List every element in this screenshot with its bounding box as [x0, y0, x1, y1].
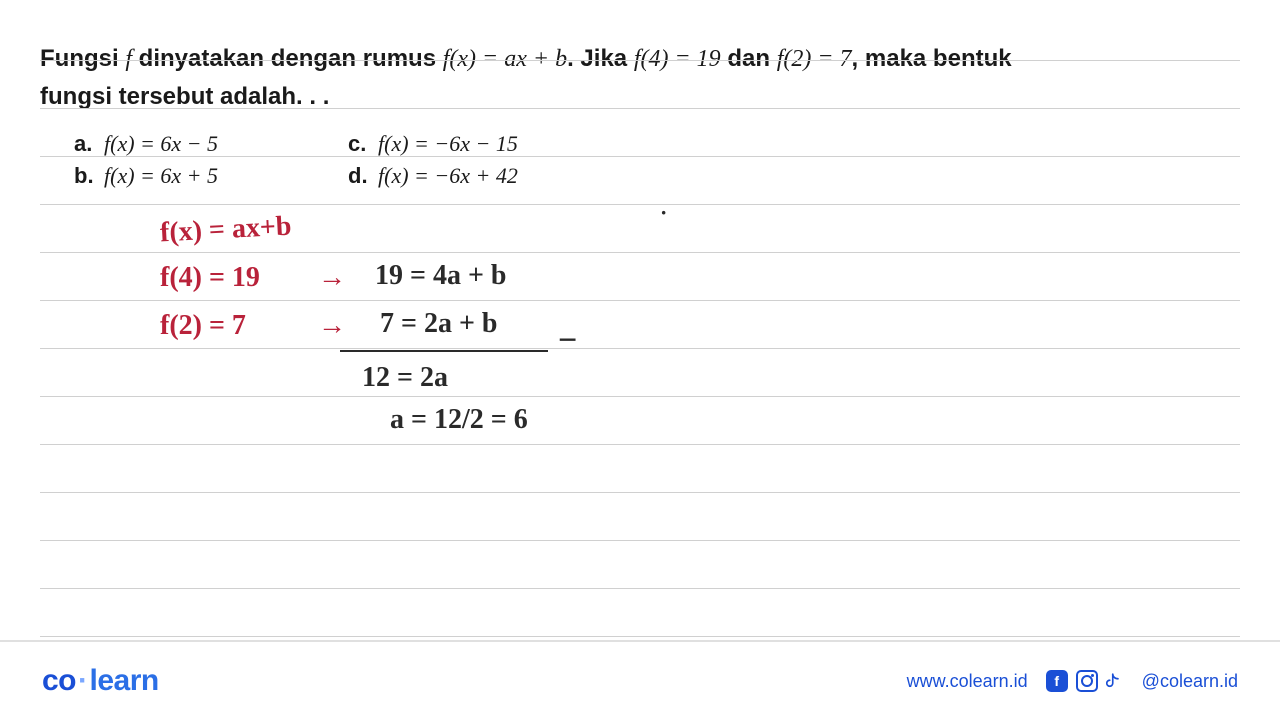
colearn-logo: co·learn: [42, 664, 159, 698]
page-root: Fungsi f dinyatakan dengan rumus f(x) = …: [0, 0, 1280, 720]
q-formula: f(2) = 7: [777, 46, 852, 72]
option-text: f(x) = −6x + 42: [378, 163, 518, 189]
option-text: f(x) = 6x + 5: [104, 163, 218, 189]
option-d[interactable]: d. f(x) = −6x + 42: [348, 163, 518, 189]
tiktok-icon[interactable]: [1106, 670, 1124, 692]
q-formula: f(x) = ax + b: [443, 46, 567, 72]
option-text: f(x) = 6x − 5: [104, 131, 218, 157]
handwritten-text: f(x) = ax+b: [159, 211, 292, 250]
logo-text: learn: [90, 664, 159, 697]
rule-line: [40, 348, 1240, 349]
option-row: b. f(x) = 6x + 5 d. f(x) = −6x + 42: [74, 163, 1240, 189]
facebook-icon[interactable]: f: [1046, 670, 1068, 692]
rule-line: [40, 204, 1240, 205]
option-a[interactable]: a. f(x) = 6x − 5: [74, 131, 218, 157]
rule-line: [40, 636, 1240, 637]
q-formula: f(4) = 19: [634, 46, 721, 72]
handwritten-text: ·: [660, 200, 667, 226]
logo-text: co: [42, 664, 76, 697]
rule-line: [40, 300, 1240, 301]
handwritten-text: f(4) = 19: [160, 262, 260, 294]
handwritten-text: a = 12/2 = 6: [390, 404, 528, 436]
instagram-icon[interactable]: [1076, 670, 1098, 692]
option-c[interactable]: c. f(x) = −6x − 15: [348, 131, 518, 157]
option-letter: a.: [74, 131, 96, 157]
option-b[interactable]: b. f(x) = 6x + 5: [74, 163, 218, 189]
option-letter: c.: [348, 131, 370, 157]
footer-bar: co·learn www.colearn.id f @colearn.id: [0, 640, 1280, 720]
footer-url[interactable]: www.colearn.id: [907, 671, 1028, 692]
rule-line: [40, 108, 1240, 109]
handwritten-text: 7 = 2a + b: [380, 308, 497, 340]
q-text: dinyatakan dengan rumus: [132, 45, 443, 72]
q-text: , maka bentuk: [852, 45, 1012, 72]
q-var-f: f: [125, 46, 132, 72]
q-text: . Jika: [567, 45, 634, 72]
rule-line: [40, 60, 1240, 61]
handwritten-underline: [340, 350, 548, 352]
question-block: Fungsi f dinyatakan dengan rumus f(x) = …: [40, 40, 1240, 189]
arrow-icon: →: [318, 310, 346, 342]
handwritten-text: 12 = 2a: [362, 362, 448, 394]
option-row: a. f(x) = 6x − 5 c. f(x) = −6x − 15: [74, 131, 1240, 157]
question-line-2: fungsi tersebut adalah. . .: [40, 78, 1240, 116]
rule-line: [40, 444, 1240, 445]
q-text: dan: [721, 45, 777, 72]
rule-line: [40, 252, 1240, 253]
rule-line: [40, 492, 1240, 493]
rule-line: [40, 588, 1240, 589]
social-icons: f: [1046, 670, 1124, 692]
footer-right: www.colearn.id f @colearn.id: [907, 670, 1238, 692]
option-letter: b.: [74, 163, 96, 189]
footer-handle[interactable]: @colearn.id: [1142, 671, 1238, 692]
logo-dot: ·: [76, 664, 90, 697]
option-letter: d.: [348, 163, 370, 189]
rule-line: [40, 156, 1240, 157]
q-text: Fungsi: [40, 45, 125, 72]
rule-line: [40, 396, 1240, 397]
arrow-icon: →: [318, 262, 346, 294]
option-text: f(x) = −6x − 15: [378, 131, 518, 157]
options-block: a. f(x) = 6x − 5 c. f(x) = −6x − 15 b. f…: [74, 131, 1240, 189]
rule-line: [40, 540, 1240, 541]
handwritten-text: f(2) = 7: [160, 310, 246, 342]
handwritten-text: 19 = 4a + b: [375, 260, 506, 292]
handwritten-text: −: [558, 322, 577, 360]
